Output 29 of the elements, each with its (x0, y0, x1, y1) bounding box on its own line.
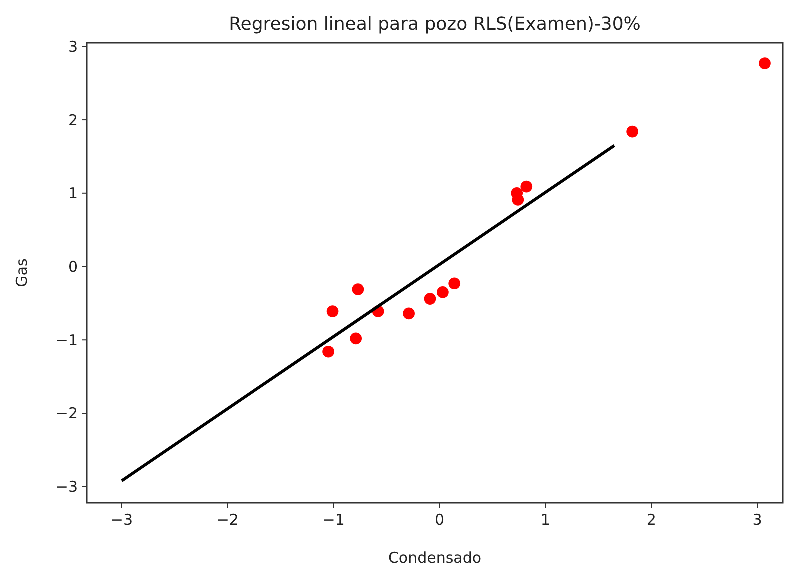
y-axis-title: Gas (13, 258, 31, 288)
point (403, 308, 415, 320)
x-tick-label: 3 (752, 511, 762, 529)
x-axis-title: Condensado (388, 549, 482, 567)
y-tick-label: −2 (56, 404, 78, 423)
point (326, 306, 339, 318)
y-tick-label: 0 (68, 258, 78, 276)
y-tick-label: 2 (68, 111, 78, 130)
x-tick-label: −3 (110, 511, 134, 529)
point (352, 284, 364, 296)
chart-title: Regresion lineal para pozo RLS(Examen)-30% (229, 14, 641, 35)
point (512, 194, 524, 206)
point (759, 58, 771, 70)
y-tick-label: 3 (68, 38, 78, 56)
y-tick-label: 1 (68, 184, 78, 203)
point (437, 286, 449, 298)
x-tick-label: −2 (216, 511, 239, 529)
x-tick-label: 1 (540, 511, 550, 529)
point (424, 293, 436, 305)
point (350, 332, 362, 345)
y-tick-label: −1 (56, 331, 78, 350)
x-tick-label: −1 (322, 511, 345, 529)
point (448, 278, 461, 290)
point (322, 346, 334, 358)
x-tick-label: 0 (434, 511, 445, 529)
x-tick-label: 2 (646, 511, 656, 529)
point (520, 180, 533, 193)
point (626, 126, 638, 138)
y-tick-label: −3 (56, 478, 78, 496)
